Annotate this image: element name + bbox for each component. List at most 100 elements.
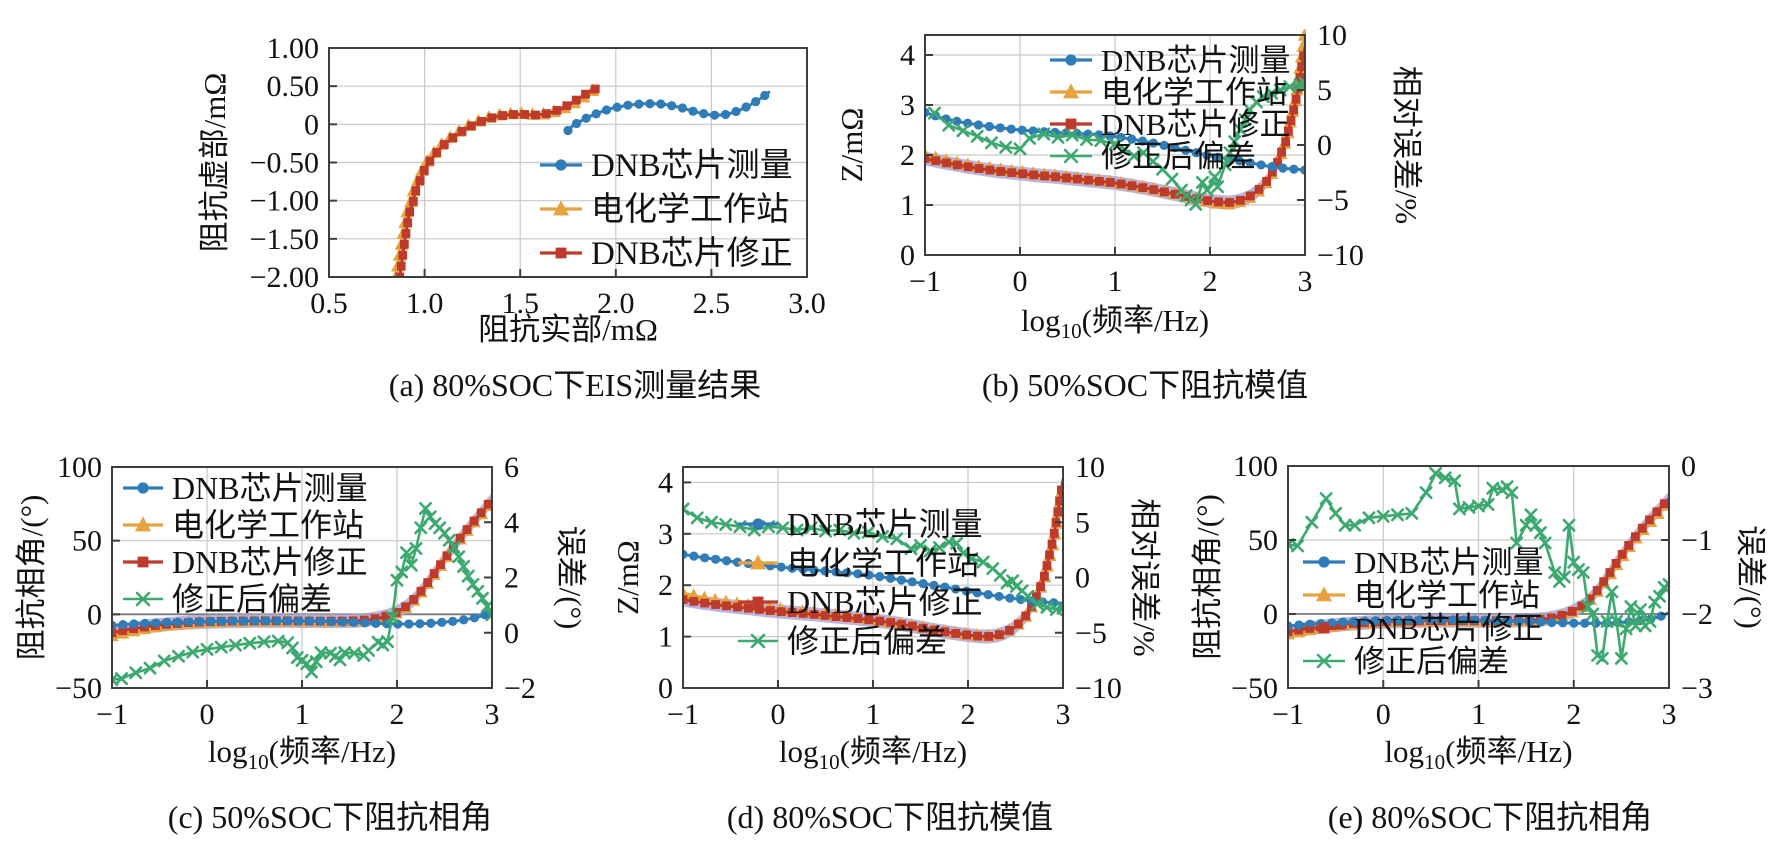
caption-b: (b) 50%SOC下阻抗模值 <box>981 367 1309 403</box>
chart-e-impedance-phase-80soc: −1 0 1 2 3 100 50 0 −50 0 −1 −2 −3 log10(频率/Hz) 阻抗相角/(… <box>1190 450 1768 774</box>
b-legend-item-dnb-chip-measure: DNB芯片测量 <box>1050 43 1290 78</box>
a-series-dnb-chip-measure <box>563 90 771 136</box>
svg-text:DNB芯片测量: DNB芯片测量 <box>1354 545 1543 580</box>
a-x-axis-label: 阻抗实部/mΩ <box>478 312 658 347</box>
svg-text:1: 1 <box>658 621 673 654</box>
caption-a: (a) 80%SOC下EIS测量结果 <box>388 367 762 403</box>
e-legend-item-dnb-chip-measure: DNB芯片测量 <box>1303 545 1543 580</box>
svg-text:−1.00: −1.00 <box>250 185 319 218</box>
b-x-axis-label: log10(频率/Hz) <box>1021 303 1209 343</box>
svg-text:0.50: 0.50 <box>267 70 320 103</box>
c-tick-marks <box>111 466 493 689</box>
a-tick-labels: 0.5 1.0 1.5 2.0 2.5 3.0 1.00 0.50 0 −0.50 −1.00 −1.… <box>250 32 826 320</box>
svg-text:1: 1 <box>1471 698 1486 731</box>
c-series-post-correction-deviation <box>111 501 493 687</box>
svg-text:10: 10 <box>1317 19 1347 52</box>
svg-text:0: 0 <box>504 617 519 650</box>
e-y-axis-label: 阻抗相角/(°) <box>1190 494 1225 660</box>
e-tick-marks <box>1287 465 1670 689</box>
svg-text:3.0: 3.0 <box>788 287 826 320</box>
svg-text:3: 3 <box>485 698 500 731</box>
svg-text:修正后偏差: 修正后偏差 <box>1354 644 1509 679</box>
svg-text:2: 2 <box>658 569 673 602</box>
svg-text:−50: −50 <box>1231 672 1278 705</box>
c-legend-item-dnb-chip-corrected: DNB芯片修正 <box>123 544 368 580</box>
e-legend-item-workstation: 电化学工作站 <box>1303 578 1540 613</box>
c-legend-item-post-correction-deviation: 修正后偏差 <box>123 581 332 617</box>
svg-text:电化学工作站: 电化学工作站 <box>1354 578 1540 613</box>
c-x-axis-label: log10(频率/Hz) <box>208 734 396 774</box>
svg-text:1.00: 1.00 <box>267 32 320 65</box>
e-legend-item-post-correction-deviation: 修正后偏差 <box>1303 644 1509 679</box>
d-series-post-correction-deviation <box>682 502 1064 617</box>
svg-text:修正后偏差: 修正后偏差 <box>172 581 332 617</box>
svg-text:DNB芯片测量: DNB芯片测量 <box>172 470 368 506</box>
svg-text:2: 2 <box>504 562 519 595</box>
svg-text:DNB芯片修正: DNB芯片修正 <box>1101 107 1290 142</box>
svg-text:−0.50: −0.50 <box>250 147 319 180</box>
c-legend-item-workstation: 电化学工作站 <box>123 507 364 543</box>
b-plot-area <box>924 29 1306 211</box>
svg-text:−1: −1 <box>1272 698 1304 731</box>
svg-text:−1: −1 <box>1681 524 1713 557</box>
a-legend-item-dnb-chip-measure: DNB芯片测量 <box>540 147 793 184</box>
svg-text:3: 3 <box>1298 265 1313 298</box>
svg-text:电化学工作站: 电化学工作站 <box>787 545 979 581</box>
a-y-axis-label: 阻抗虚部/mΩ <box>197 73 232 253</box>
d-legend-item-dnb-chip-corrected: DNB芯片修正 <box>738 584 983 620</box>
e-legend-item-dnb-chip-corrected: DNB芯片修正 <box>1303 611 1543 646</box>
e-right-y-axis-label: 误差/(°) <box>1733 525 1768 629</box>
c-y-axis-label: 阻抗相角/(°) <box>14 495 49 661</box>
b-tick-marks <box>924 34 1306 256</box>
svg-text:−5: −5 <box>1317 184 1349 217</box>
svg-text:100: 100 <box>1233 450 1278 483</box>
svg-text:1: 1 <box>900 189 915 222</box>
d-y-axis-label: Z/mΩ <box>610 540 645 615</box>
b-legend-item-dnb-chip-corrected: DNB芯片修正 <box>1050 107 1290 142</box>
b-y-axis-label: Z/mΩ <box>834 108 869 183</box>
svg-text:−5: −5 <box>1075 617 1107 650</box>
svg-text:1.0: 1.0 <box>406 287 444 320</box>
svg-text:1: 1 <box>866 698 881 731</box>
svg-text:修正后偏差: 修正后偏差 <box>787 623 947 659</box>
svg-text:1.5: 1.5 <box>501 287 539 320</box>
c-plot-area <box>111 493 493 687</box>
svg-text:−10: −10 <box>1075 672 1122 705</box>
d-series-dnb-chip-corrected <box>682 478 1064 641</box>
svg-text:2: 2 <box>1566 698 1581 731</box>
e-series-post-correction-deviation <box>1287 466 1670 665</box>
svg-text:2: 2 <box>961 698 976 731</box>
svg-text:−2: −2 <box>1681 598 1713 631</box>
b-legend-item-workstation: 电化学工作站 <box>1050 75 1287 110</box>
svg-text:DNB芯片修正: DNB芯片修正 <box>591 235 793 272</box>
svg-text:DNB芯片测量: DNB芯片测量 <box>787 506 983 542</box>
svg-text:2: 2 <box>390 698 405 731</box>
svg-text:0: 0 <box>1075 562 1090 595</box>
svg-text:−1: −1 <box>667 698 699 731</box>
d-tick-marks <box>682 466 1064 689</box>
a-gridlines <box>329 48 807 277</box>
svg-text:0: 0 <box>87 598 102 631</box>
c-legend-item-dnb-chip-measure: DNB芯片测量 <box>123 470 368 506</box>
svg-text:4: 4 <box>900 39 915 72</box>
svg-text:DNB芯片修正: DNB芯片修正 <box>172 544 368 580</box>
d-x-axis-label: log10(频率/Hz) <box>779 734 967 774</box>
svg-text:DNB芯片测量: DNB芯片测量 <box>1101 43 1290 78</box>
a-legend-item-dnb-chip-corrected: DNB芯片修正 <box>540 235 793 272</box>
svg-text:0: 0 <box>1013 265 1028 298</box>
svg-text:2: 2 <box>1203 265 1218 298</box>
b-band-dnb-chip-corrected <box>925 40 1305 210</box>
svg-text:3: 3 <box>1662 698 1677 731</box>
svg-text:0: 0 <box>658 672 673 705</box>
svg-text:电化学工作站: 电化学工作站 <box>1101 75 1287 110</box>
